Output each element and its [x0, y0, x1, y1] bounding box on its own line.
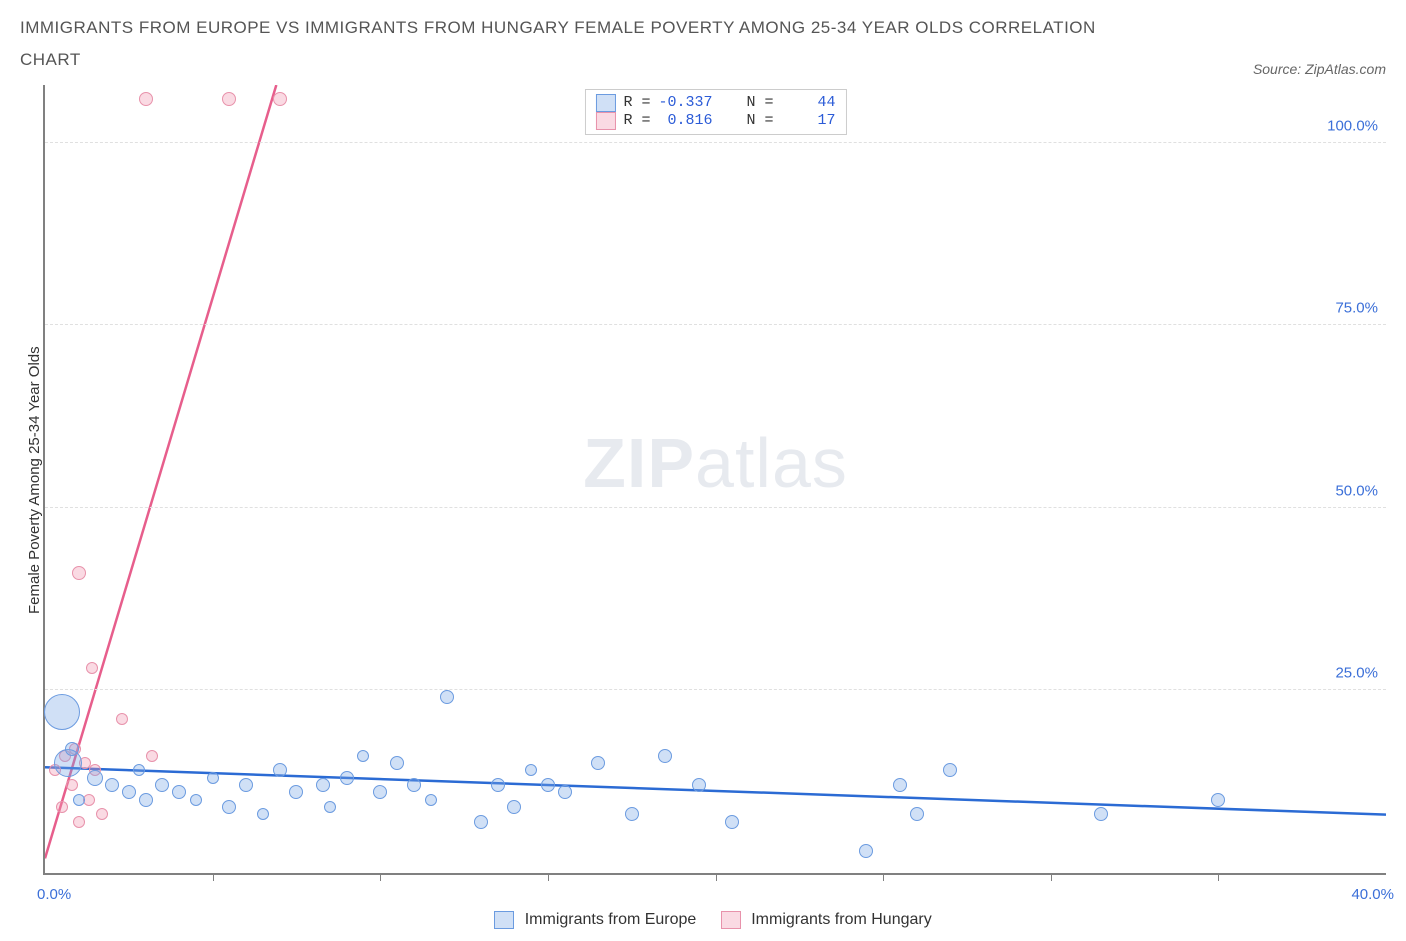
data-point-europe: [122, 785, 136, 799]
data-point-hungary: [72, 566, 86, 580]
data-point-europe: [440, 690, 454, 704]
data-point-hungary: [116, 713, 128, 725]
data-point-hungary: [86, 662, 98, 674]
data-point-europe: [139, 793, 153, 807]
data-point-europe: [491, 778, 505, 792]
x-tick-mark: [1051, 873, 1052, 881]
swatch-hungary: [595, 112, 615, 130]
data-point-europe: [1094, 807, 1108, 821]
data-point-europe: [507, 800, 521, 814]
y-tick-label: 50.0%: [1335, 482, 1378, 499]
data-point-europe: [289, 785, 303, 799]
swatch-europe-bottom: [494, 911, 514, 929]
data-point-europe: [658, 749, 672, 763]
trend-lines: [45, 85, 1386, 873]
data-point-hungary: [222, 92, 236, 106]
data-point-europe: [390, 756, 404, 770]
data-point-europe: [155, 778, 169, 792]
y-tick-label: 100.0%: [1327, 117, 1378, 134]
data-point-europe: [340, 771, 354, 785]
data-point-europe: [407, 778, 421, 792]
data-point-europe: [73, 794, 85, 806]
x-tick-mark: [380, 873, 381, 881]
legend-row-europe: R = -0.337 N = 44: [595, 94, 835, 112]
data-point-hungary: [146, 750, 158, 762]
chart-container: Female Poverty Among 25-34 Year Olds ZIP…: [20, 85, 1386, 875]
data-point-europe: [357, 750, 369, 762]
data-point-europe: [425, 794, 437, 806]
gridline: [45, 507, 1386, 508]
swatch-europe: [595, 94, 615, 112]
correlation-legend: R = -0.337 N = 44 R = 0.816 N = 17: [584, 89, 846, 135]
gridline: [45, 689, 1386, 690]
data-point-europe: [541, 778, 555, 792]
data-point-europe: [44, 694, 80, 730]
data-point-europe: [1211, 793, 1225, 807]
data-point-europe: [273, 763, 287, 777]
data-point-europe: [105, 778, 119, 792]
data-point-europe: [65, 742, 79, 756]
data-point-europe: [373, 785, 387, 799]
chart-header: IMMIGRANTS FROM EUROPE VS IMMIGRANTS FRO…: [20, 12, 1386, 77]
series-label-europe: Immigrants from Europe: [525, 911, 697, 928]
legend-row-hungary: R = 0.816 N = 17: [595, 112, 835, 130]
data-point-europe: [725, 815, 739, 829]
data-point-hungary: [96, 808, 108, 820]
data-point-europe: [525, 764, 537, 776]
data-point-europe: [893, 778, 907, 792]
data-point-europe: [324, 801, 336, 813]
data-point-hungary: [73, 816, 85, 828]
x-tick-mark: [1218, 873, 1219, 881]
data-point-europe: [859, 844, 873, 858]
y-tick-label: 75.0%: [1335, 300, 1378, 317]
data-point-europe: [207, 772, 219, 784]
x-tick-min: 0.0%: [37, 886, 71, 903]
data-point-europe: [87, 770, 103, 786]
data-point-europe: [591, 756, 605, 770]
data-point-hungary: [139, 92, 153, 106]
data-point-europe: [257, 808, 269, 820]
data-point-europe: [172, 785, 186, 799]
gridline: [45, 142, 1386, 143]
x-tick-mark: [213, 873, 214, 881]
swatch-hungary-bottom: [721, 911, 741, 929]
data-point-europe: [239, 778, 253, 792]
data-point-europe: [943, 763, 957, 777]
x-tick-mark: [548, 873, 549, 881]
data-point-hungary: [273, 92, 287, 106]
series-label-hungary: Immigrants from Hungary: [751, 911, 932, 928]
data-point-europe: [222, 800, 236, 814]
source-credit: Source: ZipAtlas.com: [1253, 61, 1386, 77]
data-point-europe: [558, 785, 572, 799]
data-point-europe: [316, 778, 330, 792]
x-tick-mark: [716, 873, 717, 881]
series-legend: Immigrants from Europe Immigrants from H…: [20, 911, 1386, 929]
data-point-hungary: [56, 801, 68, 813]
plot-area: ZIPatlas R = -0.337 N = 44 R = 0.816 N =…: [43, 85, 1386, 875]
data-point-europe: [625, 807, 639, 821]
chart-title: IMMIGRANTS FROM EUROPE VS IMMIGRANTS FRO…: [20, 12, 1120, 77]
y-axis-label: Female Poverty Among 25-34 Year Olds: [20, 85, 43, 875]
data-point-europe: [910, 807, 924, 821]
data-point-europe: [133, 764, 145, 776]
watermark: ZIPatlas: [583, 423, 848, 503]
data-point-europe: [190, 794, 202, 806]
gridline: [45, 324, 1386, 325]
data-point-europe: [474, 815, 488, 829]
data-point-hungary: [66, 779, 78, 791]
y-tick-label: 25.0%: [1335, 665, 1378, 682]
x-tick-mark: [883, 873, 884, 881]
data-point-europe: [692, 778, 706, 792]
x-tick-max: 40.0%: [1351, 886, 1394, 903]
